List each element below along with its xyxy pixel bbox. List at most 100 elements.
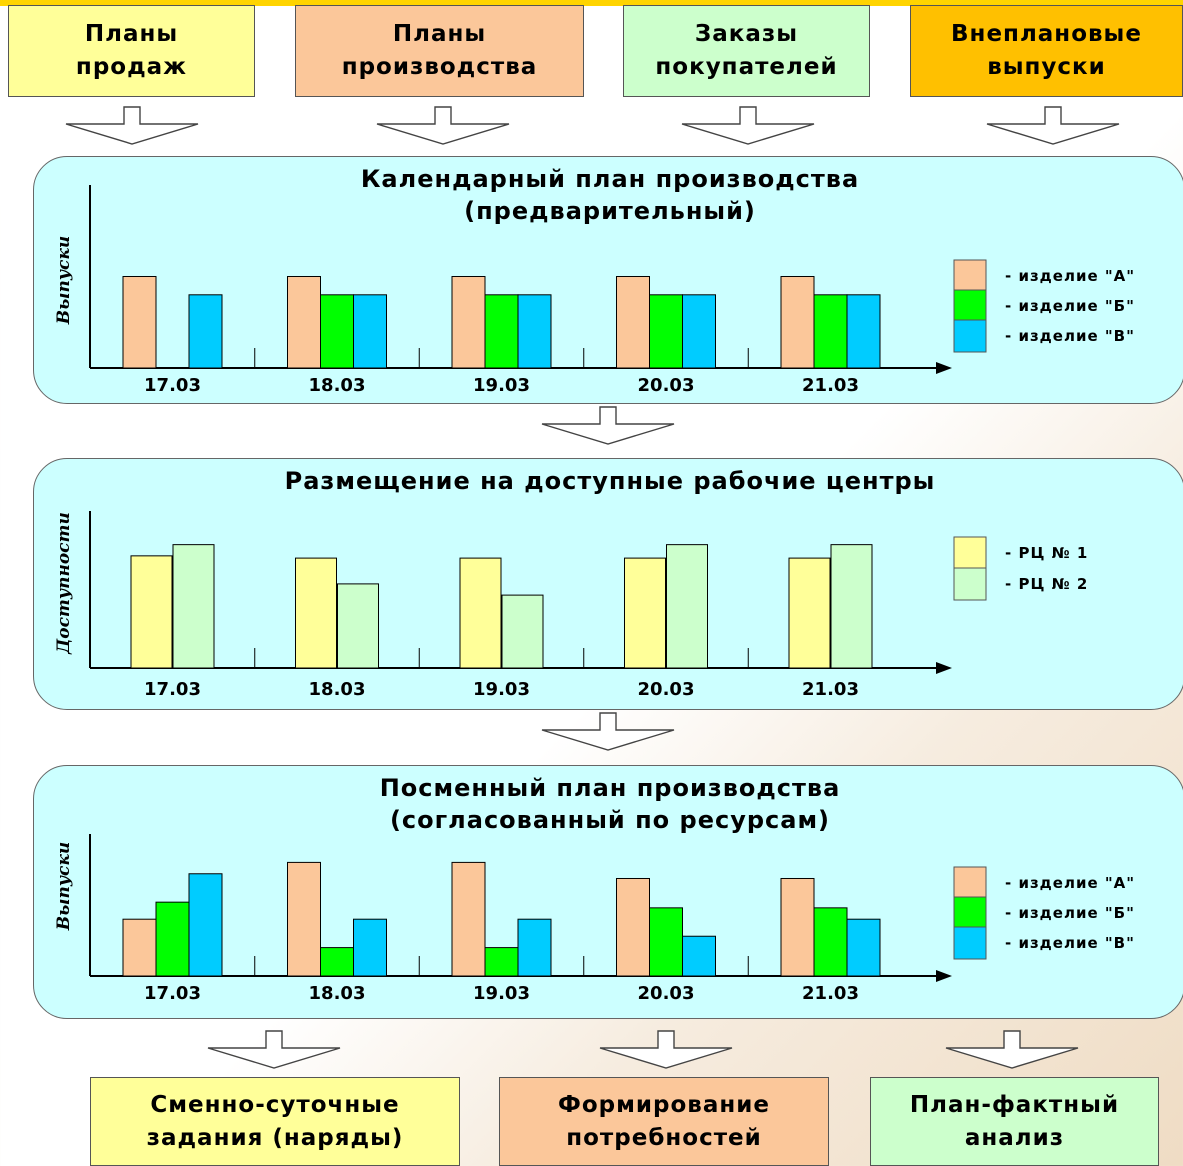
x-tick-label: 21.03 <box>802 679 859 700</box>
shift-tasks-box: Сменно-суточные задания (наряды) <box>90 1077 460 1166</box>
work-center-chart: Доступности 17.03 18.03 19.03 20.03 21.03 - РЦ… <box>54 511 1088 700</box>
legend-swatch <box>953 259 987 293</box>
bar <box>320 947 354 977</box>
calendar-plan-subtitle: (предварительный) <box>464 197 756 225</box>
y-axis-label: Выпуски <box>54 236 74 325</box>
bar <box>501 594 544 669</box>
x-tick-label: 18.03 <box>309 983 366 1004</box>
bar <box>813 907 848 977</box>
production-plans-line1: Планы <box>392 21 487 47</box>
top-accent-strip <box>0 0 1183 6</box>
bar <box>846 918 881 977</box>
x-axis-arrowhead <box>936 662 952 674</box>
legend-label: - изделие "А" <box>1005 874 1135 892</box>
bar <box>295 557 337 669</box>
down-arrow-icon <box>986 106 1120 145</box>
customer-orders-line2: покупателей <box>655 54 838 80</box>
bar <box>320 294 354 369</box>
requirements-line1: Формирование <box>558 1091 770 1118</box>
unplanned-releases-line2: выпуски <box>987 54 1106 80</box>
bar <box>682 294 716 369</box>
bar <box>451 276 486 369</box>
legend-swatch <box>953 536 987 570</box>
down-arrow-icon <box>65 106 199 145</box>
x-axis-arrowhead <box>936 970 952 982</box>
work-center-panel: Размещение на доступные рабочие центры Д… <box>33 458 1183 710</box>
plan-fact-line2: анализ <box>964 1124 1065 1151</box>
bar <box>830 544 873 669</box>
shift-plan-subtitle: (согласованный по ресурсам) <box>389 806 831 834</box>
x-tick-label: 21.03 <box>802 983 859 1004</box>
legend-swatch <box>953 896 987 930</box>
shift-plan-panel: Посменный план производства (согласованн… <box>33 765 1183 1019</box>
legend-label: - РЦ № 1 <box>1005 544 1088 562</box>
work-center-title: Размещение на доступные рабочие центры <box>284 467 936 495</box>
bar <box>682 935 716 977</box>
bar <box>188 873 223 977</box>
x-tick-label: 20.03 <box>638 375 695 396</box>
bar <box>353 294 387 369</box>
shift-plan-chart: Выпуски 17.03 18.03 19.03 20.03 21.03 - издели… <box>54 834 1135 1004</box>
down-arrow-icon <box>681 106 815 145</box>
bar <box>616 276 650 369</box>
bar <box>172 544 215 669</box>
bar <box>780 877 815 977</box>
plan-fact-box: План-фактный анализ <box>870 1077 1159 1166</box>
down-arrow-icon <box>599 1030 733 1069</box>
bar <box>155 901 190 977</box>
x-tick-label: 17.03 <box>144 983 201 1004</box>
down-arrow-icon <box>945 1030 1079 1069</box>
bar <box>459 557 502 669</box>
unplanned-releases-box: Внеплановые выпуски <box>910 5 1183 97</box>
sales-plans-box: Планы продаж <box>8 5 255 97</box>
legend-label: - изделие "В" <box>1005 327 1135 345</box>
bar <box>451 861 486 977</box>
bar <box>287 276 321 369</box>
calendar-plan-title: Календарный план производства <box>360 165 860 193</box>
requirements-line2: потребностей <box>566 1124 762 1151</box>
x-tick-label: 17.03 <box>144 679 201 700</box>
x-tick-label: 19.03 <box>473 375 530 396</box>
bar <box>616 877 650 977</box>
down-arrow-icon <box>376 106 510 145</box>
bar <box>846 294 881 369</box>
x-tick-label: 19.03 <box>473 679 530 700</box>
y-axis-label: Выпуски <box>54 842 74 931</box>
x-axis-arrowhead <box>936 362 952 374</box>
legend-label: - РЦ № 2 <box>1005 575 1088 593</box>
bar <box>287 861 321 977</box>
plan-fact-line1: План-фактный <box>909 1091 1120 1118</box>
sales-plans-line2: продаж <box>75 54 188 80</box>
bar <box>780 276 815 369</box>
shift-tasks-line2: задания (наряды) <box>146 1124 404 1151</box>
legend-swatch <box>953 567 987 601</box>
x-tick-label: 21.03 <box>802 375 859 396</box>
calendar-plan-chart: Выпуски 17.03 18.03 19.03 20.03 21.03 - издели… <box>54 185 1135 396</box>
bar <box>624 557 666 669</box>
customer-orders-box: Заказы покупателей <box>623 5 870 97</box>
bar <box>130 555 173 669</box>
bar <box>813 294 848 369</box>
x-tick-label: 17.03 <box>144 375 201 396</box>
requirements-box: Формирование потребностей <box>499 1077 829 1166</box>
bar <box>649 294 683 369</box>
bar <box>484 294 519 369</box>
bar <box>517 918 552 977</box>
bar <box>517 294 552 369</box>
legend-swatch <box>953 866 987 900</box>
bar <box>788 557 831 669</box>
x-tick-label: 19.03 <box>473 983 530 1004</box>
down-arrow-icon <box>541 406 675 445</box>
down-arrow-icon <box>541 712 675 751</box>
shift-plan-title: Посменный план производства <box>379 774 841 802</box>
shift-tasks-line1: Сменно-суточные <box>150 1091 400 1118</box>
production-plans-line2: производства <box>341 54 538 80</box>
down-arrow-icon <box>207 1030 341 1069</box>
bar <box>353 918 387 977</box>
x-tick-label: 18.03 <box>309 375 366 396</box>
legend-swatch <box>953 289 987 323</box>
bar <box>649 907 683 977</box>
calendar-plan-panel: Календарный план производства (предварит… <box>33 156 1183 404</box>
legend-label: - изделие "Б" <box>1005 297 1135 315</box>
legend-label: - изделие "В" <box>1005 934 1135 952</box>
